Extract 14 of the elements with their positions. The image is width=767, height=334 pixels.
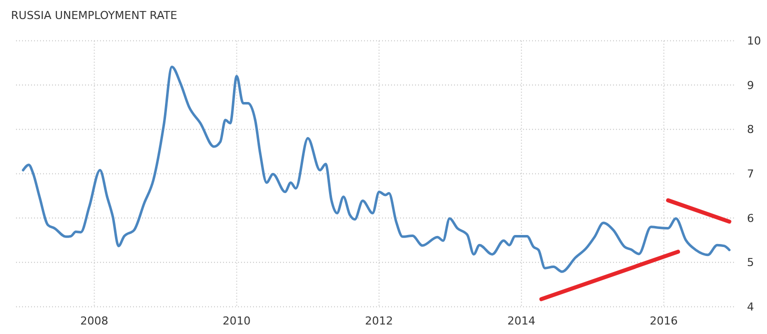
y-tick-label: 7	[747, 168, 754, 181]
y-tick-label: 8	[747, 123, 754, 136]
y-tick-label: 4	[747, 300, 754, 314]
y-tick-label: 10	[747, 34, 761, 48]
chart-title: RUSSIA UNEMPLOYMENT RATE	[11, 9, 178, 22]
y-tick-label: 6	[747, 212, 754, 225]
x-tick-label: 2016	[650, 314, 678, 328]
x-tick-label: 2008	[80, 314, 108, 328]
x-tick-label: 2012	[365, 314, 394, 328]
y-tick-label: 5	[747, 256, 754, 270]
x-tick-label: 2010	[222, 314, 251, 328]
line-series	[22, 66, 731, 273]
y-tick-label: 9	[747, 78, 754, 92]
x-tick-label: 2014	[507, 314, 536, 328]
